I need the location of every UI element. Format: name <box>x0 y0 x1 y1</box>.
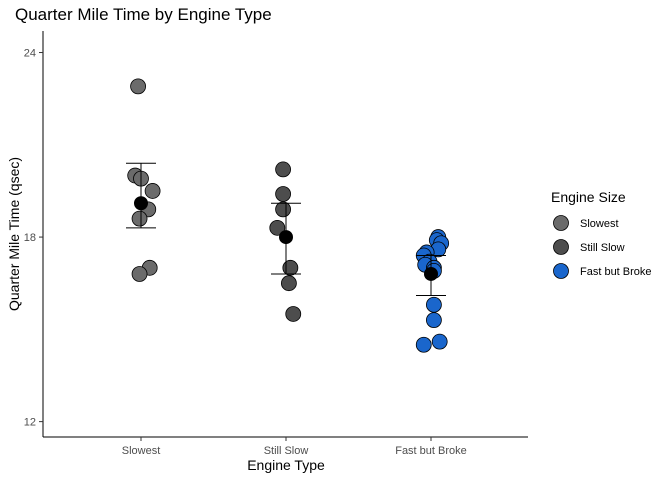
x-axis-ticks: Slowest Still Slow Fast but Broke <box>122 437 467 457</box>
y-tick-label: 18 <box>24 232 36 244</box>
mean-point <box>134 196 148 211</box>
x-tick-label: Still Slow <box>264 445 309 457</box>
data-point <box>131 266 148 282</box>
y-axis-ticks: 12 18 24 <box>24 48 43 429</box>
data-point <box>282 259 299 276</box>
plot-area <box>126 78 450 353</box>
data-point <box>285 306 302 322</box>
y-tick-label: 24 <box>24 48 36 60</box>
legend-key <box>553 263 569 279</box>
chart-title: Quarter Mile Time by Engine Type <box>15 5 272 24</box>
legend: Engine Size Slowest Still Slow Fast but Br… <box>551 189 652 279</box>
legend-key <box>553 239 569 255</box>
data-point <box>425 296 442 313</box>
legend-label: Fast but Broke <box>580 266 652 278</box>
data-point <box>269 219 286 236</box>
legend-label: Still Slow <box>580 242 625 254</box>
data-point <box>415 336 432 353</box>
data-point <box>130 78 147 95</box>
mean-point <box>279 230 293 245</box>
y-axis-title: Quarter Mile Time (qsec) <box>6 157 22 311</box>
y-tick-label: 12 <box>24 417 36 429</box>
data-point <box>431 333 448 350</box>
x-tick-label: Fast but Broke <box>395 445 467 457</box>
x-tick-label: Slowest <box>122 445 161 457</box>
data-point <box>275 201 292 218</box>
data-point <box>425 312 442 329</box>
legend-title: Engine Size <box>551 189 626 205</box>
data-point <box>280 275 297 292</box>
legend-label: Slowest <box>580 218 619 230</box>
data-point <box>275 161 292 178</box>
data-point <box>144 183 161 199</box>
x-axis-title: Engine Type <box>247 457 325 473</box>
data-point <box>131 210 148 227</box>
legend-key <box>553 215 569 231</box>
data-point <box>275 186 292 202</box>
mean-point <box>424 266 438 281</box>
